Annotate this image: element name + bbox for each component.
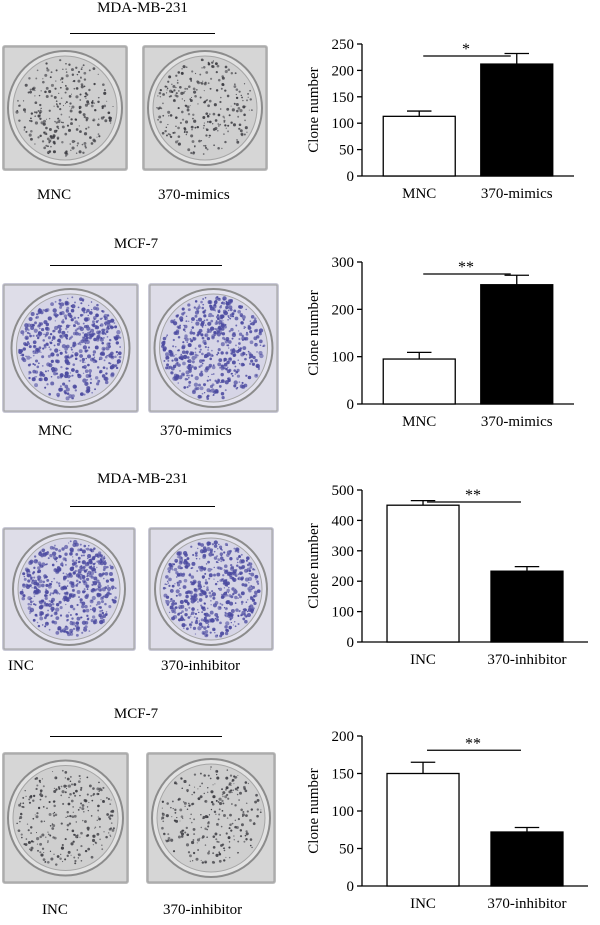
y-axis-label: Clone number [306,768,322,853]
cell-line-title: MCF-7 [113,236,159,252]
bar [480,284,554,405]
y-tick-label: 0 [347,169,355,185]
bar-chart: 0 100 200 300 Clone number MNC 370-mimics ** [296,246,582,438]
group-bracket-line [50,736,222,737]
x-tick-label: INC [410,652,436,668]
significance-marker: * [462,41,470,58]
significance-marker: ** [465,487,481,504]
dish-label-right: 370-inhibitor [161,658,241,674]
y-tick-label: 200 [332,302,355,318]
x-tick-label: INC [410,896,436,912]
colony-dish-image [148,283,279,413]
dish-label-left: INC [8,658,34,674]
y-tick-label: 150 [332,767,355,783]
y-tick-label: 300 [332,544,355,560]
bar [386,504,460,643]
y-tick-label: 200 [332,63,355,79]
bar [490,570,564,643]
x-tick-label: MNC [402,414,436,430]
y-tick-label: 200 [332,574,355,590]
panel-3: MDA-MB-231 INC 370-inhibitor 0 100 200 300 4… [0,468,600,688]
y-tick-label: 200 [332,729,355,745]
y-tick-label: 0 [347,635,355,651]
cell-line-title: MCF-7 [113,706,159,722]
bar [386,772,460,887]
colony-dish-image [2,45,128,171]
y-axis-label: Clone number [306,67,322,152]
bar [490,831,564,887]
y-tick-label: 100 [332,804,355,820]
cell-line-title: MDA-MB-231 [97,0,188,16]
colony-dish-image [2,527,136,651]
y-axis-label: Clone number [306,290,322,375]
dish-label-right: 370-inhibitor [163,902,243,918]
colony-dish-image [2,283,139,413]
bar [382,358,456,405]
y-tick-label: 50 [339,842,354,858]
bar [480,63,554,177]
group-bracket-line [70,33,215,34]
significance-marker: ** [458,259,474,276]
group-bracket-line [50,265,222,266]
y-tick-label: 150 [332,90,355,106]
cell-line-title: MDA-MB-231 [97,471,188,487]
bar [382,115,456,177]
bar-chart: 0 100 200 300 400 500 Clone number INC 370-inhib… [296,474,596,676]
bar-chart: 0 50 100 150 200 Clone number INC 370-inhibitor… [296,720,596,920]
panel-2: MCF-7 MNC 370-mimics 0 100 200 300 Clone num… [0,232,600,454]
y-tick-label: 250 [332,37,355,53]
x-tick-label: MNC [402,186,436,202]
colony-dish-image [2,752,129,884]
x-tick-label: 370-mimics [481,186,553,202]
group-bracket-line [70,506,215,507]
dish-label-left: MNC [37,187,72,203]
dish-label-left: INC [42,902,68,918]
y-tick-label: 0 [347,397,355,413]
dish-label-right: 370-mimics [158,187,230,203]
significance-marker: ** [465,735,481,752]
x-tick-label: 370-inhibitor [487,896,566,912]
panel-1: MDA-MB-231 MNC 370-mimics 0 50 100 150 200 25… [0,0,600,230]
y-tick-label: 50 [339,143,354,159]
dish-label-right: 370-mimics [160,423,232,439]
colony-dish-image [146,752,276,884]
y-tick-label: 0 [347,879,355,895]
y-tick-label: 400 [332,513,355,529]
y-tick-label: 100 [332,350,355,366]
y-tick-label: 100 [332,605,355,621]
y-tick-label: 300 [332,255,355,271]
x-tick-label: 370-mimics [481,414,553,430]
y-axis-label: Clone number [306,523,322,608]
dish-label-left: MNC [38,423,73,439]
bar-chart: 0 50 100 150 200 250 Clone number MNC 370-mimics… [296,28,582,210]
y-tick-label: 100 [332,116,355,132]
colony-dish-image [142,45,268,171]
colony-dish-image [148,527,274,651]
x-tick-label: 370-inhibitor [487,652,566,668]
panel-4: MCF-7 INC 370-inhibitor 0 50 100 150 200 Clon… [0,700,600,924]
y-tick-label: 500 [332,483,355,499]
